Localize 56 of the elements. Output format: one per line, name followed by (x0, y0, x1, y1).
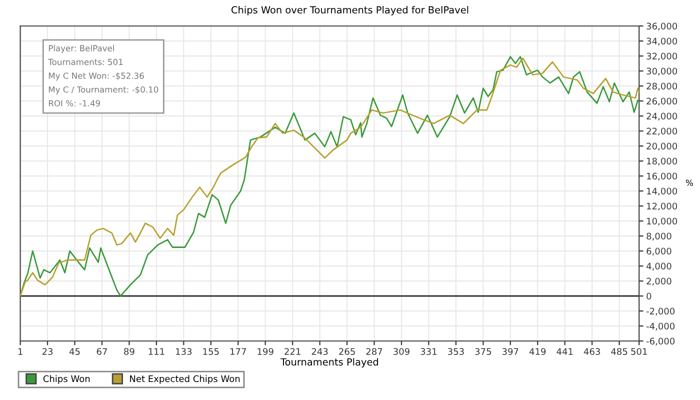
x-tick-label: 501 (631, 348, 647, 355)
x-tick-label: 353 (448, 348, 464, 355)
x-tick-label: 155 (203, 348, 219, 355)
x-tick-label: 221 (284, 348, 300, 355)
y-tick-label: -2,000 (646, 308, 675, 316)
x-tick-label: 485 (611, 348, 628, 355)
x-tick-label: 199 (258, 348, 274, 355)
y-tick-label: -6,000 (646, 338, 675, 346)
y-tick-label: 2,000 (646, 278, 672, 286)
y-tick-label: 32,000 (646, 52, 678, 60)
x-tick-label: 243 (312, 348, 328, 355)
annotation: Tournaments: 501 (48, 58, 123, 66)
y-tick-label: 34,000 (646, 38, 678, 46)
y-tick-label: 14,000 (647, 188, 678, 196)
y-tick-label: 4,000 (646, 262, 672, 270)
x-tick-label: 463 (584, 348, 600, 355)
y-tick-label: -4,000 (646, 322, 675, 330)
y-tick-label: 0 (646, 292, 652, 300)
x-tick-label: 397 (502, 348, 518, 355)
annotation: ROI %: -1.49 (48, 100, 100, 106)
y-tick-label: 10,000 (647, 218, 678, 226)
x-tick-label: 375 (475, 348, 491, 355)
y-tick-label: 22,000 (646, 128, 678, 136)
legend-label: Chips Won (43, 375, 90, 384)
x-tick-label: 67 (96, 348, 107, 355)
y-tick-label: 8,000 (646, 232, 672, 240)
y-tick-label: 36,000 (646, 22, 678, 30)
y-tick-label: 20,000 (646, 142, 678, 150)
chart-title: Chips Won over Tournaments Played for BelPavel (232, 6, 468, 16)
y-tick-label: 16,000 (647, 172, 678, 180)
annotation: My C Net Won: -$52.36 (48, 72, 144, 80)
x-tick-label: 287 (366, 348, 382, 355)
x-tick-label: 441 (556, 348, 573, 355)
annotation: My C / Tournament: -$0.10 (48, 86, 158, 94)
x-tick-label: 177 (230, 348, 246, 355)
y-tick-label: 18,000 (647, 158, 678, 166)
y-tick-label: 6,000 (646, 248, 672, 256)
y-tick-label: 26,000 (646, 98, 678, 106)
annotation: Player: BelPavel (48, 44, 114, 53)
x-tick-label: 45 (69, 348, 80, 355)
y-tick-label: 28,000 (646, 82, 678, 90)
x-tick-label: 309 (394, 348, 410, 355)
y-tick-label: 12,000 (647, 202, 678, 210)
legend-label: Net Expected Chips Won (130, 375, 240, 384)
x-tick-label: 265 (339, 348, 355, 355)
x-tick-label: 419 (529, 348, 546, 355)
x-axis-title: Tournaments Played (280, 358, 378, 368)
y-tick-label: 24,000 (646, 112, 678, 120)
y-axis-title: % (686, 180, 693, 186)
x-tick-label: 1 (18, 348, 22, 355)
y-tick-label: 30,000 (646, 68, 678, 76)
x-tick-label: 133 (176, 348, 192, 355)
x-tick-label: 331 (420, 348, 436, 355)
x-tick-label: 111 (148, 348, 164, 355)
x-tick-label: 23 (42, 348, 53, 355)
x-tick-label: 89 (124, 348, 134, 355)
